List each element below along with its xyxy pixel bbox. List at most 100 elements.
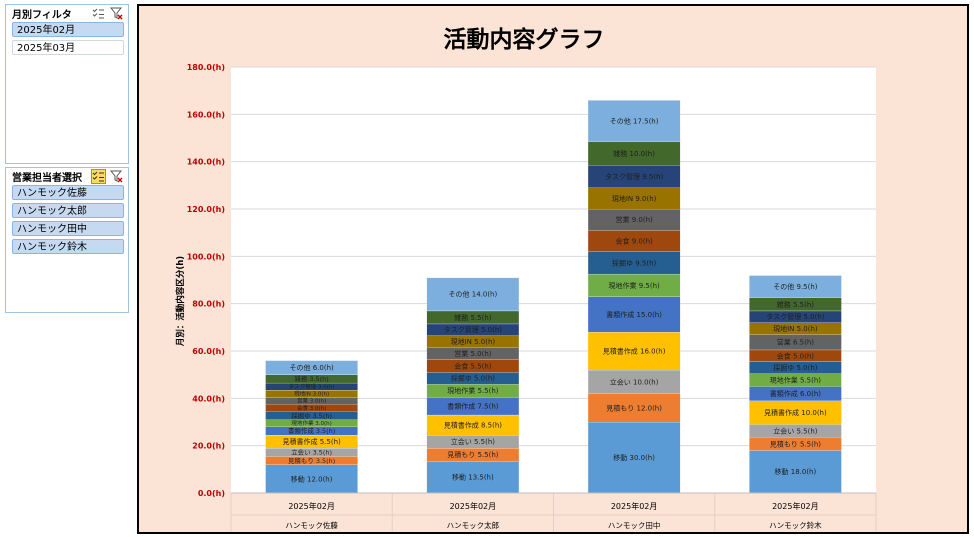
bar-segment-採掘ゆ[interactable] — [426, 372, 519, 385]
data-label: 営業 9.0(h) — [615, 215, 653, 224]
bar-segment-立会い[interactable] — [588, 369, 681, 394]
clear-filter-icon[interactable] — [110, 7, 123, 20]
bar-segment-営業[interactable] — [265, 397, 358, 405]
bar-segment-営業[interactable] — [588, 209, 681, 231]
clear-filter-icon[interactable] — [110, 170, 123, 183]
x-category-rep-label: ハンモック田中 — [608, 520, 661, 530]
data-label: 書類作成 3.5(h) — [288, 426, 335, 435]
y-tick-label: 60.0(h) — [192, 347, 225, 356]
x-category-month-label: 2025年02月 — [450, 501, 497, 511]
bar-segment-書類作成[interactable] — [588, 296, 681, 333]
data-label: 立会い 10.0(h) — [610, 377, 659, 386]
bar-segment-見積もり[interactable] — [588, 393, 681, 422]
data-label: 立会い 5.5(h) — [773, 426, 818, 435]
bar-segment-現地IN[interactable] — [426, 335, 519, 348]
data-label: 現地IN 5.0(h) — [451, 337, 496, 346]
month-filter-list: 2025年02月 2025年03月 — [6, 22, 128, 55]
data-label: 営業 6.5(h) — [777, 338, 815, 347]
bar-segment-移動[interactable] — [426, 461, 519, 493]
data-label: その他 9.5(h) — [773, 282, 818, 291]
data-label: タスク管理 3.0(h) — [289, 382, 335, 390]
data-label: 書類作成 6.0(h) — [770, 389, 822, 398]
bar-segment-移動[interactable] — [749, 450, 842, 493]
bar-segment-見積書作成[interactable] — [749, 400, 842, 425]
bar-segment-見積もり[interactable] — [265, 456, 358, 465]
y-tick-label: 80.0(h) — [192, 300, 225, 309]
x-category-rep-label: ハンモック佐藤 — [285, 520, 338, 530]
data-label: 現地作業 5.5(h) — [770, 376, 822, 385]
bar-segment-立会い[interactable] — [265, 448, 358, 457]
data-label: 採掘ゆ 5.0(h) — [451, 374, 496, 383]
data-label: 現地IN 5.0(h) — [773, 324, 818, 333]
bar-segment-タスク管理[interactable] — [588, 165, 681, 188]
bar-segment-現地IN[interactable] — [749, 322, 842, 335]
bar-segment-会食[interactable] — [749, 349, 842, 362]
bar-segment-採掘ゆ[interactable] — [265, 411, 358, 420]
data-label: 採掘ゆ 9.5(h) — [612, 258, 657, 267]
data-label: 雑務 10.0(h) — [613, 149, 655, 158]
rep-filter-item[interactable]: ハンモック佐藤 — [12, 185, 124, 200]
month-filter-item[interactable]: 2025年02月 — [12, 22, 124, 37]
y-tick-label: 140.0(h) — [187, 158, 225, 167]
data-label: タスク管理 5.0(h) — [444, 325, 503, 334]
bar-segment-現地IN[interactable] — [265, 390, 358, 398]
bar-segment-タスク管理[interactable] — [426, 323, 519, 336]
data-label: 移動 18.0(h) — [775, 467, 817, 476]
bar-segment-立会い[interactable] — [426, 435, 519, 449]
bar-segment-現地IN[interactable] — [588, 187, 681, 209]
activity-chart: 活動内容グラフ 月別：活動内容区分(h) 移動 12.0(h) 見積もり 3.5(… — [175, 26, 877, 532]
bar-segment-営業[interactable] — [426, 347, 519, 360]
bar-segment-採掘ゆ[interactable] — [588, 251, 681, 275]
bar-segment-見積もり[interactable] — [426, 448, 519, 462]
bar-segment-移動[interactable] — [588, 422, 681, 493]
data-label: 書類作成 7.5(h) — [447, 402, 499, 411]
bar-segment-見積書作成[interactable] — [426, 414, 519, 436]
rep-filter-item[interactable]: ハンモック田中 — [12, 221, 124, 236]
bar-segment-見積書作成[interactable] — [588, 332, 681, 370]
bar-segment-現地作業[interactable] — [588, 274, 681, 297]
bar-segment-会食[interactable] — [588, 230, 681, 252]
bar-segment-見積書作成[interactable] — [265, 435, 358, 449]
bar-segment-その他[interactable] — [749, 275, 842, 298]
data-label: 見積書作成 10.0(h) — [764, 408, 827, 417]
bar-segment-現地作業[interactable] — [265, 419, 358, 427]
data-label: 現地作業 3.0(h) — [291, 419, 331, 427]
data-label: 採掘ゆ 5.0(h) — [773, 363, 818, 372]
y-tick-label: 120.0(h) — [187, 205, 225, 214]
bar-segment-その他[interactable] — [426, 277, 519, 311]
bar-segment-営業[interactable] — [749, 334, 842, 350]
bar-segment-タスク管理[interactable] — [265, 382, 358, 391]
bar-segment-その他[interactable] — [265, 360, 358, 375]
multi-select-icon[interactable] — [91, 169, 106, 184]
bar-segment-見積もり[interactable] — [749, 437, 842, 451]
bar-segment-雑務[interactable] — [265, 374, 358, 383]
bar-segment-雑務[interactable] — [749, 297, 842, 311]
rep-filter-item[interactable]: ハンモック鈴木 — [12, 239, 124, 254]
rep-filter-header: 営業担当者選択 — [6, 168, 128, 185]
bar-segment-会食[interactable] — [265, 404, 358, 412]
bar-segment-雑務[interactable] — [426, 310, 519, 324]
bar-segment-採掘ゆ[interactable] — [749, 361, 842, 374]
x-category-month-label: 2025年02月 — [611, 501, 658, 511]
bar-segment-雑務[interactable] — [588, 141, 681, 166]
data-label: その他 6.0(h) — [289, 363, 334, 372]
rep-filter-slicer: 営業担当者選択 ハンモック佐藤 ハンモック太郎 ハンモック田中 ハンモック鈴木 — [5, 167, 129, 313]
bar-segment-立会い[interactable] — [749, 424, 842, 438]
rep-filter-item[interactable]: ハンモック太郎 — [12, 203, 124, 218]
y-tick-label: 0.0(h) — [198, 489, 225, 498]
data-label: 営業 5.0(h) — [454, 349, 492, 358]
bar-segment-書類作成[interactable] — [265, 426, 358, 436]
bar-segment-会食[interactable] — [426, 359, 519, 373]
month-filter-item[interactable]: 2025年03月 — [12, 40, 124, 55]
data-label: 採掘ゆ 3.5(h) — [291, 411, 332, 420]
bar-segment-書類作成[interactable] — [749, 386, 842, 401]
bar-segment-現地作業[interactable] — [749, 373, 842, 387]
multi-select-icon[interactable] — [92, 7, 105, 20]
bar-segment-現地作業[interactable] — [426, 384, 519, 398]
bar-segment-移動[interactable] — [265, 464, 358, 493]
activity-chart-area: 活動内容グラフ 月別：活動内容区分(h) 移動 12.0(h) 見積もり 3.5(… — [137, 4, 969, 534]
bar-segment-その他[interactable] — [588, 100, 681, 142]
data-label: 現地IN 3.0(h) — [294, 390, 329, 398]
bar-segment-タスク管理[interactable] — [749, 310, 842, 323]
bar-segment-書類作成[interactable] — [426, 397, 519, 415]
